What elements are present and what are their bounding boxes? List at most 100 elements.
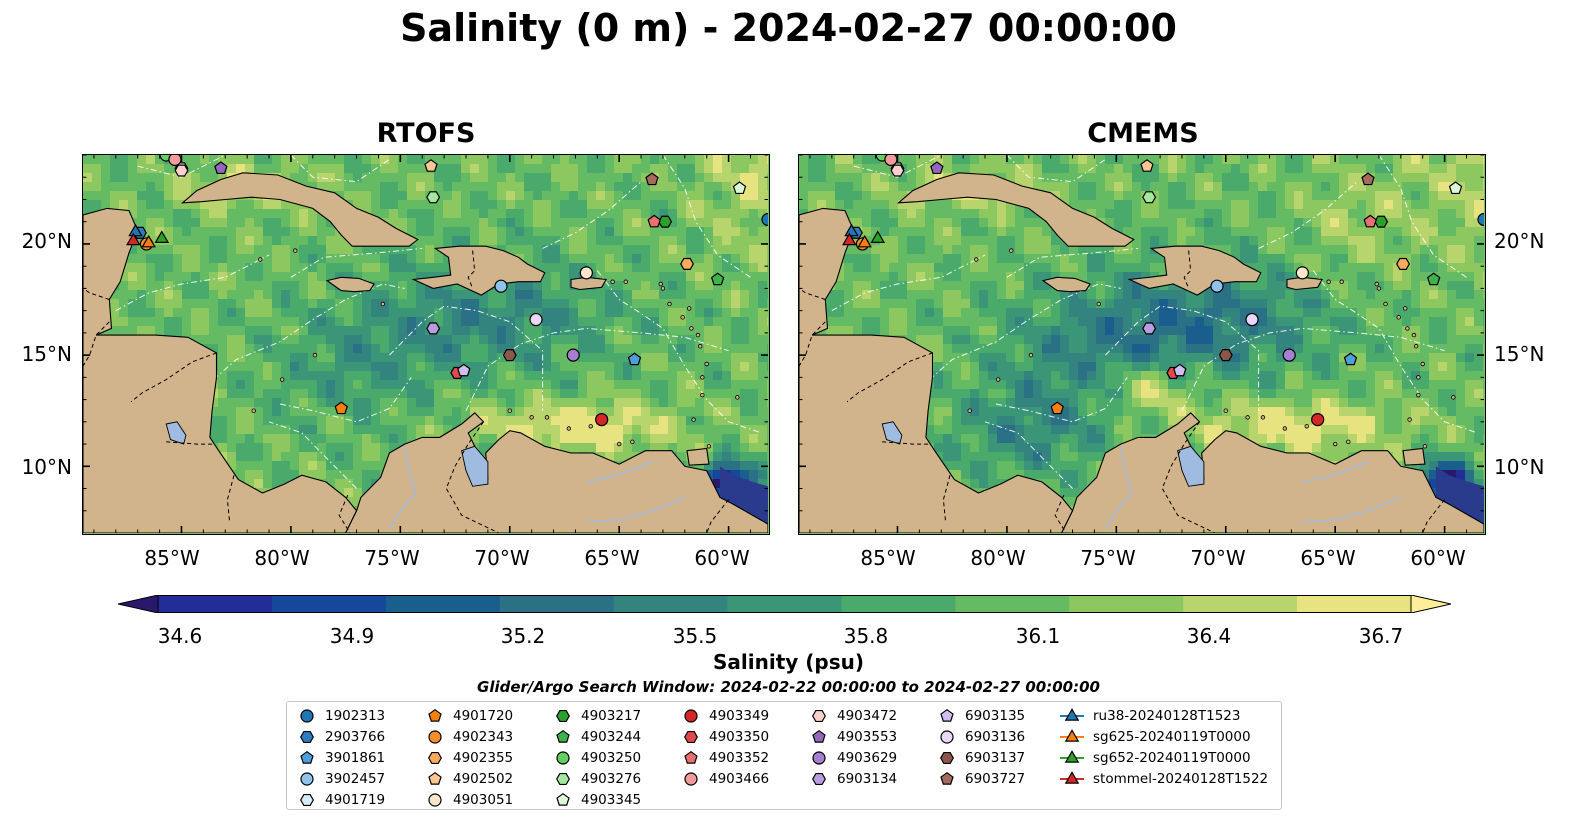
salinity-cell bbox=[1339, 308, 1349, 318]
salinity-cell bbox=[254, 470, 264, 480]
salinity-cell bbox=[1330, 281, 1340, 291]
salinity-cell bbox=[1402, 281, 1412, 291]
salinity-cell bbox=[916, 299, 926, 309]
salinity-cell bbox=[92, 173, 102, 183]
salinity-cell bbox=[470, 398, 480, 408]
salinity-cell bbox=[695, 272, 705, 282]
salinity-cell bbox=[1411, 254, 1421, 264]
salinity-cell bbox=[1411, 191, 1421, 201]
salinity-cell bbox=[1393, 200, 1403, 210]
salinity-cell bbox=[862, 299, 872, 309]
salinity-cell bbox=[326, 263, 336, 273]
salinity-cell bbox=[889, 290, 899, 300]
salinity-cell bbox=[1159, 263, 1169, 273]
salinity-cell bbox=[92, 164, 102, 174]
salinity-cell bbox=[713, 407, 723, 417]
salinity-cell bbox=[961, 272, 971, 282]
salinity-cell bbox=[254, 281, 264, 291]
salinity-cell bbox=[970, 263, 980, 273]
salinity-cell bbox=[961, 308, 971, 318]
salinity-cell bbox=[1204, 200, 1214, 210]
salinity-cell bbox=[551, 155, 561, 165]
salinity-cell bbox=[299, 335, 309, 345]
salinity-cell bbox=[434, 209, 444, 219]
salinity-cell bbox=[740, 416, 750, 426]
salinity-cell bbox=[443, 263, 453, 273]
salinity-cell bbox=[425, 407, 435, 417]
salinity-cell bbox=[362, 461, 372, 471]
salinity-cell bbox=[853, 209, 863, 219]
salinity-cell bbox=[272, 209, 282, 219]
salinity-cell bbox=[506, 317, 516, 327]
salinity-cell bbox=[758, 182, 768, 192]
salinity-cell bbox=[686, 227, 696, 237]
salinity-cell bbox=[1411, 281, 1421, 291]
salinity-cell bbox=[1141, 245, 1151, 255]
salinity-cell bbox=[1384, 227, 1394, 237]
salinity-cell bbox=[1348, 263, 1358, 273]
salinity-cell bbox=[236, 407, 246, 417]
salinity-cell bbox=[533, 335, 543, 345]
salinity-cell bbox=[470, 299, 480, 309]
salinity-cell bbox=[677, 398, 687, 408]
salinity-cell bbox=[1096, 281, 1106, 291]
salinity-cell bbox=[605, 200, 615, 210]
salinity-cell bbox=[1249, 308, 1259, 318]
salinity-cell bbox=[425, 389, 435, 399]
salinity-cell bbox=[1132, 155, 1142, 165]
salinity-cell bbox=[218, 308, 228, 318]
salinity-cell bbox=[335, 443, 345, 453]
salinity-cell bbox=[236, 281, 246, 291]
salinity-cell bbox=[425, 317, 435, 327]
salinity-cell bbox=[722, 425, 732, 435]
salinity-cell bbox=[344, 299, 354, 309]
salinity-cell bbox=[164, 326, 174, 336]
salinity-cell bbox=[1231, 326, 1241, 336]
salinity-cell bbox=[515, 164, 525, 174]
salinity-cell bbox=[542, 209, 552, 219]
salinity-cell bbox=[533, 353, 543, 363]
salinity-cell bbox=[1330, 173, 1340, 183]
salinity-cell bbox=[1294, 191, 1304, 201]
salinity-cell bbox=[218, 263, 228, 273]
salinity-cell bbox=[1375, 182, 1385, 192]
salinity-cell bbox=[380, 389, 390, 399]
salinity-cell bbox=[164, 200, 174, 210]
salinity-cell bbox=[907, 317, 917, 327]
salinity-cell bbox=[1222, 317, 1232, 327]
salinity-cell bbox=[407, 344, 417, 354]
salinity-cell bbox=[560, 290, 570, 300]
salinity-cell bbox=[1339, 245, 1349, 255]
salinity-cell bbox=[542, 227, 552, 237]
salinity-cell bbox=[916, 200, 926, 210]
map-panel-rtofs[interactable] bbox=[82, 154, 770, 535]
salinity-cell bbox=[83, 173, 93, 183]
salinity-cell bbox=[1321, 263, 1331, 273]
salinity-cell bbox=[353, 416, 363, 426]
salinity-cell bbox=[916, 218, 926, 228]
salinity-cell bbox=[578, 317, 588, 327]
salinity-cell bbox=[605, 290, 615, 300]
salinity-cell bbox=[934, 236, 944, 246]
salinity-cell bbox=[1024, 155, 1034, 165]
salinity-cell bbox=[1168, 155, 1178, 165]
salinity-cell bbox=[560, 434, 570, 444]
salinity-cell bbox=[497, 407, 507, 417]
salinity-cell bbox=[997, 263, 1007, 273]
salinity-cell bbox=[1474, 272, 1484, 282]
salinity-cell bbox=[623, 380, 633, 390]
salinity-cell bbox=[677, 200, 687, 210]
salinity-cell bbox=[1249, 236, 1259, 246]
salinity-cell bbox=[677, 272, 687, 282]
salinity-cell bbox=[817, 200, 827, 210]
map-panel-cmems[interactable] bbox=[798, 154, 1486, 535]
salinity-cell bbox=[740, 290, 750, 300]
salinity-cell bbox=[146, 218, 156, 228]
salinity-cell bbox=[542, 200, 552, 210]
salinity-cell bbox=[110, 326, 120, 336]
salinity-cell bbox=[515, 281, 525, 291]
salinity-cell bbox=[560, 308, 570, 318]
salinity-cell bbox=[686, 308, 696, 318]
salinity-cell bbox=[1357, 299, 1367, 309]
salinity-cell bbox=[137, 155, 147, 165]
